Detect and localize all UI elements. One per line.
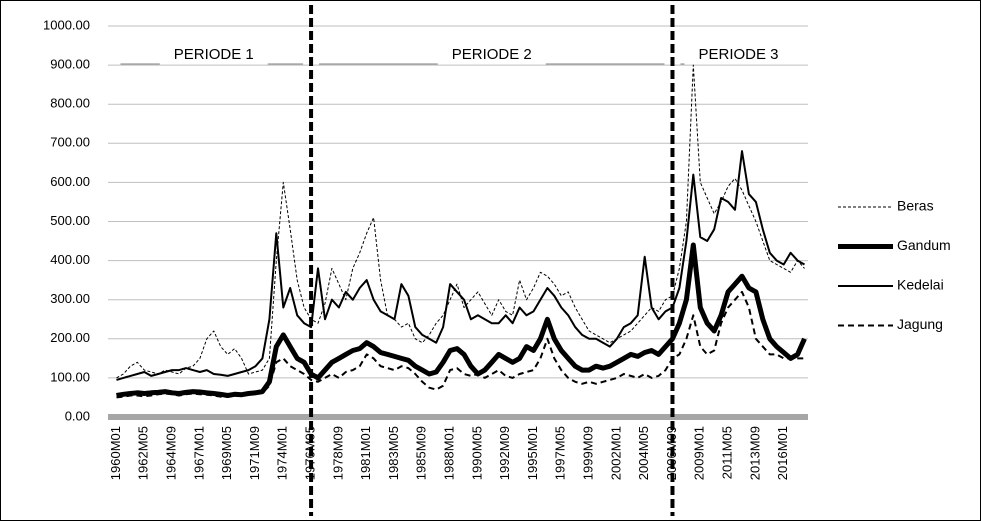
x-tick-label: 2004M05 <box>636 426 651 480</box>
legend-label: Kedelai <box>897 277 944 293</box>
y-tick-label: 700.00 <box>50 135 90 150</box>
x-tick-label: 1981M01 <box>358 426 373 480</box>
legend-label: Beras <box>897 198 934 214</box>
x-tick-label: 2002M01 <box>608 426 623 480</box>
y-tick-label: 300.00 <box>50 291 90 306</box>
y-tick-label: 100.00 <box>50 369 90 384</box>
x-tick-label: 1964M09 <box>164 426 179 480</box>
x-tick-label: 1992M09 <box>497 426 512 480</box>
y-tick-label: 1000.00 <box>43 17 90 32</box>
y-tick-label: 200.00 <box>50 330 90 345</box>
x-tick-label: 2013M09 <box>747 426 762 480</box>
period-label: PERIODE 1 <box>174 46 254 63</box>
x-tick-label: 1988M01 <box>442 426 457 480</box>
x-tick-label: 1999M09 <box>581 426 596 480</box>
x-tick-label: 2009M01 <box>692 426 707 480</box>
y-tick-label: 800.00 <box>50 96 90 111</box>
x-tick-label: 1995M01 <box>525 426 540 480</box>
series-line <box>116 150 805 381</box>
y-tick-label: 600.00 <box>50 174 90 189</box>
legend-label: Gandum <box>897 237 951 253</box>
x-tick-label: 1978M09 <box>330 426 345 480</box>
x-tick-label: 2016M01 <box>775 426 790 480</box>
x-tick-label: 1974M01 <box>275 426 290 480</box>
legend-label: Jagung <box>897 316 943 332</box>
x-tick-label: 1971M09 <box>247 426 262 480</box>
x-tick-label: 1967M01 <box>191 426 206 480</box>
x-tick-label: 1960M01 <box>108 426 123 480</box>
y-tick-label: 400.00 <box>50 252 90 267</box>
x-tick-label: 1983M05 <box>386 426 401 480</box>
x-tick-label: 1962M05 <box>136 426 151 480</box>
x-tick-label: 2011M05 <box>720 426 735 479</box>
x-tick-label: 1969M05 <box>219 426 234 480</box>
x-tick-label: 1985M09 <box>414 426 429 480</box>
y-tick-label: 900.00 <box>50 57 90 72</box>
x-tick-label: 1997M05 <box>553 426 568 480</box>
period-label: PERIODE 2 <box>452 46 532 63</box>
y-tick-label: 500.00 <box>50 213 90 228</box>
series-line <box>116 242 807 398</box>
x-tick-label: 1990M05 <box>469 426 484 480</box>
y-tick-label: 0.00 <box>65 408 90 423</box>
period-label: PERIODE 3 <box>698 46 778 63</box>
